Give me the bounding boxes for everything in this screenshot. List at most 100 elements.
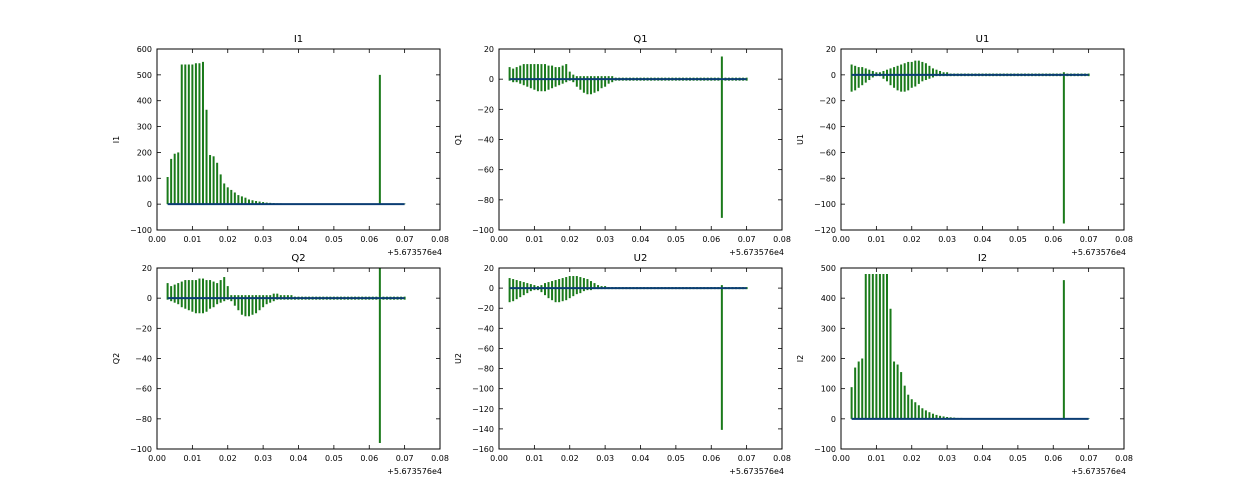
y-tick-label: 20: [484, 264, 494, 273]
y-tick-label: 0: [831, 71, 836, 80]
x-tick-label: 0.06: [1044, 454, 1062, 463]
y-tick-label: −60: [477, 344, 494, 353]
x-tick-label: 0.00: [490, 454, 508, 463]
y-tick-label: −60: [477, 166, 494, 175]
y-tick-label: 0: [831, 415, 836, 424]
y-tick-label: 400: [137, 97, 152, 106]
x-tick-label: 0.02: [561, 454, 579, 463]
y-tick-label: −140: [472, 425, 494, 434]
x-tick-label: 0.04: [290, 235, 308, 244]
x-tick-label: 0.00: [148, 235, 166, 244]
subplot-i2: I2 I2 +5.673576e4 0.00 0.01 0.02 0.03 0.04 0.05 0…: [796, 253, 1133, 476]
x-tick-label: 0.07: [396, 454, 414, 463]
x-offset-label: +5.673576e4: [1071, 248, 1126, 257]
series-envelope: [166, 268, 406, 443]
y-tick-label: 0: [489, 284, 494, 293]
y-tick-label: 500: [137, 71, 152, 80]
y-tick-label: −80: [819, 174, 836, 183]
x-tick-label: 0.08: [773, 454, 791, 463]
x-offset-label: +5.673576e4: [729, 248, 784, 257]
x-tick-label: 0.03: [596, 235, 614, 244]
x-tick-label: 0.02: [219, 454, 237, 463]
y-tick-label: −100: [472, 385, 494, 394]
y-tick-label: 0: [147, 200, 152, 209]
x-tick-label: 0.01: [867, 235, 885, 244]
x-tick-label: 0.03: [938, 235, 956, 244]
y-tick-label: −120: [814, 226, 836, 235]
chart-title: I1: [294, 34, 303, 45]
x-tick-label: 0.01: [183, 454, 201, 463]
x-tick-label: 0.06: [702, 454, 720, 463]
series-envelope: [850, 274, 1090, 419]
axes-frame: [840, 267, 1125, 450]
y-tick-label: −60: [819, 148, 836, 157]
y-axis-label: Q2: [112, 353, 121, 364]
x-tick-label: 0.04: [290, 454, 308, 463]
y-tick-label: −80: [477, 196, 494, 205]
x-offset-label: +5.673576e4: [729, 467, 784, 476]
y-tick-label: −100: [814, 200, 836, 209]
x-tick-label: 0.05: [667, 235, 685, 244]
y-tick-label: −100: [814, 445, 836, 454]
y-tick-label: 0: [147, 294, 152, 303]
x-tick-label: 0.01: [183, 235, 201, 244]
y-tick-label: −80: [135, 415, 152, 424]
x-tick-label: 0.08: [431, 454, 449, 463]
y-tick-label: 20: [484, 45, 494, 54]
subplot-u1: U1 U1 +5.673576e4 0.00 0.01 0.02 0.03 0.04 0.05 0…: [796, 34, 1133, 257]
x-tick-label: 0.07: [738, 454, 756, 463]
chart-title: I2: [978, 253, 987, 264]
x-tick-label: 0.00: [148, 454, 166, 463]
x-tick-label: 0.02: [903, 235, 921, 244]
y-tick-label: −20: [477, 304, 494, 313]
y-tick-label: −100: [130, 445, 152, 454]
y-tick-label: −100: [472, 226, 494, 235]
x-tick-label: 0.06: [1044, 235, 1062, 244]
x-tick-label: 0.03: [596, 454, 614, 463]
y-axis-label: I1: [112, 136, 121, 143]
y-tick-label: 300: [137, 123, 152, 132]
y-tick-label: −20: [135, 324, 152, 333]
x-tick-label: 0.08: [773, 235, 791, 244]
y-tick-label: −40: [819, 123, 836, 132]
y-tick-label: −60: [135, 385, 152, 394]
x-tick-label: 0.06: [702, 235, 720, 244]
x-tick-label: 0.04: [974, 454, 992, 463]
y-axis-label: U1: [796, 134, 805, 145]
x-tick-label: 0.05: [667, 454, 685, 463]
y-tick-label: 20: [826, 45, 836, 54]
y-tick-label: −20: [819, 97, 836, 106]
x-tick-label: 0.04: [632, 235, 650, 244]
x-tick-label: 0.07: [1080, 454, 1098, 463]
x-tick-label: 0.03: [938, 454, 956, 463]
subplot-u2: U2 U2 +5.673576e4 0.00 0.01 0.02 0.03 0.04 0.05 0…: [454, 253, 791, 476]
x-tick-label: 0.08: [1115, 235, 1133, 244]
x-tick-label: 0.00: [832, 235, 850, 244]
axes-frame: [498, 48, 783, 231]
x-tick-label: 0.01: [867, 454, 885, 463]
chart-title: U1: [976, 34, 990, 45]
x-tick-label: 0.07: [1080, 235, 1098, 244]
x-offset-label: +5.673576e4: [1071, 467, 1126, 476]
axes-frame: [840, 48, 1125, 231]
y-tick-label: 0: [489, 75, 494, 84]
y-tick-label: 100: [137, 174, 152, 183]
y-axis-label: I2: [796, 355, 805, 362]
x-tick-label: 0.00: [832, 454, 850, 463]
x-tick-label: 0.02: [561, 235, 579, 244]
y-tick-label: −100: [130, 226, 152, 235]
x-offset-label: +5.673576e4: [387, 248, 442, 257]
x-tick-label: 0.05: [1009, 235, 1027, 244]
y-tick-label: −80: [477, 365, 494, 374]
axes-frame: [498, 267, 783, 450]
x-tick-label: 0.07: [396, 235, 414, 244]
x-offset-label: +5.673576e4: [387, 467, 442, 476]
y-tick-label: −40: [135, 355, 152, 364]
subplot-q2: Q2 Q2 +5.673576e4 0.00 0.01 0.02 0.03 0.04 0.05 0…: [112, 253, 449, 476]
y-tick-label: 200: [821, 355, 836, 364]
y-tick-label: −20: [477, 105, 494, 114]
chart-title: Q1: [633, 34, 647, 45]
chart-title: U2: [634, 253, 648, 264]
y-tick-label: 100: [821, 385, 836, 394]
